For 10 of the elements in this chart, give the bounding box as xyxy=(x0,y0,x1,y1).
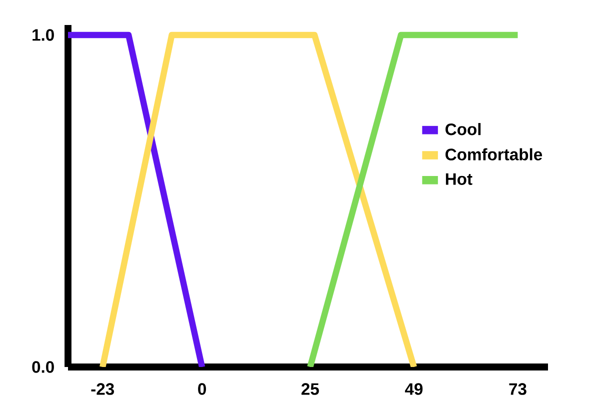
x-tick-label: 73 xyxy=(509,383,526,395)
legend-label: Cool xyxy=(446,123,481,136)
x-tick-label: 0 xyxy=(198,383,206,395)
x-tick-label: 49 xyxy=(404,383,423,395)
x-tick-label: -23 xyxy=(91,383,114,395)
x-tick-label: 25 xyxy=(302,383,319,395)
y-tick-label: 0.0 xyxy=(32,361,54,373)
legend-label: Hot xyxy=(446,173,472,185)
y-tick-label: 1.0 xyxy=(32,29,54,41)
legend-label: Comfortable xyxy=(446,148,542,160)
